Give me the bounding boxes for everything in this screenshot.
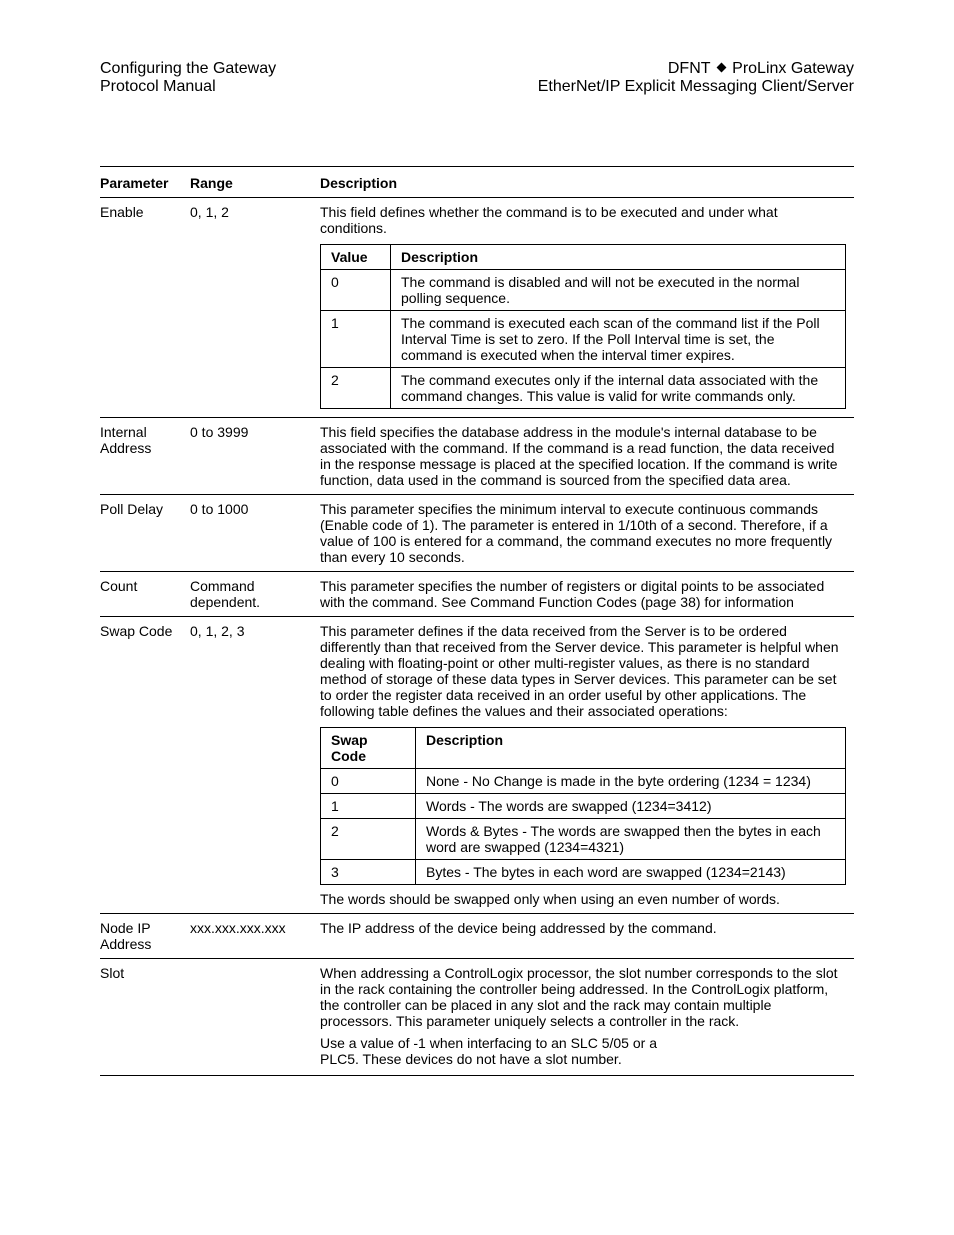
cell-range	[190, 959, 320, 1074]
cell-param: Enable	[100, 198, 190, 418]
table-row: Poll Delay 0 to 1000 This parameter spec…	[100, 495, 854, 572]
table-header-row: Parameter Range Description	[100, 171, 854, 198]
cell-range: Command dependent.	[190, 572, 320, 617]
sub-cell: 0	[321, 769, 416, 794]
sub-cell: The command executes only if the interna…	[391, 368, 846, 409]
cell-desc: This parameter specifies the minimum int…	[320, 495, 854, 572]
sub-h-desc: Description	[416, 728, 846, 769]
cell-desc: When addressing a ControlLogix processor…	[320, 959, 854, 1074]
header-right-line1: DFNT ProLinx Gateway	[538, 60, 854, 78]
sub-h-swap: Swap Code	[321, 728, 416, 769]
enable-desc: This field defines whether the command i…	[320, 204, 846, 236]
swap-desc: This parameter defines if the data recei…	[320, 623, 846, 719]
table-row: Swap Code 0, 1, 2, 3 This parameter defi…	[100, 617, 854, 914]
slot-desc2: Use a value of -1 when interfacing to an…	[320, 1035, 846, 1051]
col-range: Range	[190, 171, 320, 198]
col-description: Description	[320, 171, 854, 198]
table-top-rule	[100, 166, 854, 167]
cell-param: Poll Delay	[100, 495, 190, 572]
table-row: Node IP Address xxx.xxx.xxx.xxx The IP a…	[100, 914, 854, 959]
sub-cell: 1	[321, 794, 416, 819]
table-row: Enable 0, 1, 2 This field defines whethe…	[100, 198, 854, 418]
sub-cell: 2	[321, 819, 416, 860]
swap-sub-table: Swap Code Description 0 None - No Change…	[320, 727, 846, 885]
sub-cell: Bytes - The bytes in each word are swapp…	[416, 860, 846, 885]
table-row: Count Command dependent. This parameter …	[100, 572, 854, 617]
cell-param: Slot	[100, 959, 190, 1074]
swap-note: The words should be swapped only when us…	[320, 891, 846, 907]
sub-cell: Words - The words are swapped (1234=3412…	[416, 794, 846, 819]
diamond-icon	[716, 63, 726, 73]
cell-param: Internal Address	[100, 418, 190, 495]
cell-range: 0, 1, 2	[190, 198, 320, 418]
cell-param: Node IP Address	[100, 914, 190, 959]
enable-sub-table: Value Description 0 The command is disab…	[320, 244, 846, 409]
parameter-table: Parameter Range Description Enable 0, 1,…	[100, 171, 854, 1073]
col-parameter: Parameter	[100, 171, 190, 198]
header-left-line2: Protocol Manual	[100, 78, 276, 96]
cell-range: 0 to 1000	[190, 495, 320, 572]
sub-cell: The command is disabled and will not be …	[391, 270, 846, 311]
page-header: Configuring the Gateway Protocol Manual …	[100, 60, 854, 96]
slot-desc3: PLC5. These devices do not have a slot n…	[320, 1051, 846, 1067]
cell-range: xxx.xxx.xxx.xxx	[190, 914, 320, 959]
sub-cell: None - No Change is made in the byte ord…	[416, 769, 846, 794]
cell-desc: The IP address of the device being addre…	[320, 914, 854, 959]
sub-h-value: Value	[321, 245, 391, 270]
header-right-line2: EtherNet/IP Explicit Messaging Client/Se…	[538, 78, 854, 96]
sub-cell: 0	[321, 270, 391, 311]
sub-cell: 1	[321, 311, 391, 368]
cell-desc: This parameter defines if the data recei…	[320, 617, 854, 914]
sub-cell: 2	[321, 368, 391, 409]
sub-h-desc: Description	[391, 245, 846, 270]
cell-range: 0, 1, 2, 3	[190, 617, 320, 914]
cell-param: Count	[100, 572, 190, 617]
slot-desc1: When addressing a ControlLogix processor…	[320, 965, 846, 1029]
header-left: Configuring the Gateway Protocol Manual	[100, 60, 276, 96]
table-row: Slot When addressing a ControlLogix proc…	[100, 959, 854, 1074]
sub-cell: 3	[321, 860, 416, 885]
table-row: Internal Address 0 to 3999 This field sp…	[100, 418, 854, 495]
cell-desc: This field specifies the database addres…	[320, 418, 854, 495]
header-right: DFNT ProLinx Gateway EtherNet/IP Explici…	[538, 60, 854, 96]
cell-desc: This field defines whether the command i…	[320, 198, 854, 418]
sub-cell: Words & Bytes - The words are swapped th…	[416, 819, 846, 860]
cell-param: Swap Code	[100, 617, 190, 914]
table-bottom-rule	[100, 1075, 854, 1076]
header-left-line1: Configuring the Gateway	[100, 60, 276, 78]
sub-cell: The command is executed each scan of the…	[391, 311, 846, 368]
cell-desc: This parameter specifies the number of r…	[320, 572, 854, 617]
cell-range: 0 to 3999	[190, 418, 320, 495]
